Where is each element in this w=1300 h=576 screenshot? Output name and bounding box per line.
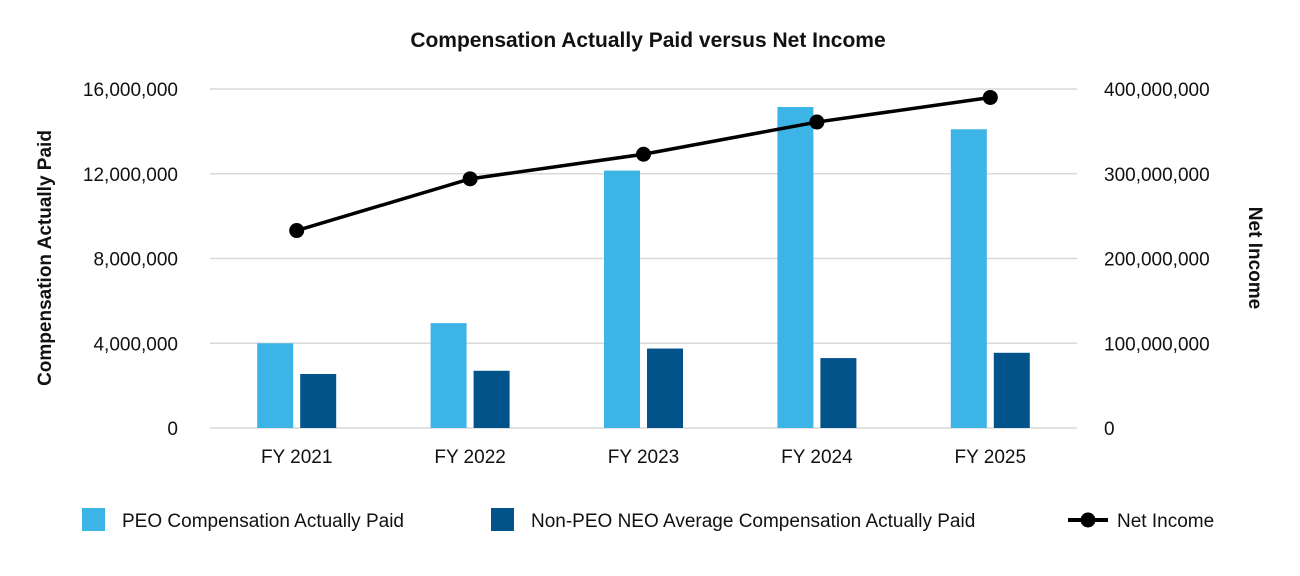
net-income-point-fy-2025 xyxy=(982,89,998,105)
right-tick-label: 400,000,000 xyxy=(1104,80,1210,101)
non-peo-bar-fy-2022 xyxy=(473,370,510,428)
net-income-line-series xyxy=(289,89,998,239)
right-axis-ticks: 0 100,000,000 200,000,000 300,000,000 400,00… xyxy=(1104,80,1210,440)
non-peo-bar-fy-2024 xyxy=(820,358,857,428)
left-axis-ticks: 0 4,000,000 8,000,000 12,000,000 16,000,000 xyxy=(83,80,178,440)
peo-bar-fy-2024 xyxy=(777,107,814,429)
left-tick-label: 0 xyxy=(167,419,178,440)
category-labels: FY 2021 FY 2022 FY 2023 FY 2024 FY 2025 xyxy=(261,447,1026,468)
non-peo-bar-fy-2021 xyxy=(300,373,337,428)
non-peo-bar-fy-2023 xyxy=(647,348,683,428)
chart-title: Compensation Actually Paid versus Net In… xyxy=(410,29,885,52)
left-tick-label: 12,000,000 xyxy=(83,165,178,186)
peo-bar-fy-2023 xyxy=(604,170,640,428)
legend-label-non-peo: Non-PEO NEO Average Compensation Actuall… xyxy=(531,511,975,532)
net-income-point-fy-2021 xyxy=(289,223,305,239)
left-axis-label: Compensation Actually Paid xyxy=(35,130,56,386)
category-label: FY 2022 xyxy=(434,447,505,468)
legend: PEO Compensation Actually Paid Non-PEO N… xyxy=(82,508,1214,532)
legend-swatch-non-peo xyxy=(491,508,514,531)
peo-bar-fy-2022 xyxy=(430,323,467,428)
peo-bar-fy-2025 xyxy=(950,129,987,428)
net-income-line xyxy=(296,95,991,233)
legend-swatch-peo xyxy=(82,508,105,531)
gridlines xyxy=(210,88,1077,429)
peo-bar-fy-2021 xyxy=(257,343,294,428)
left-tick-label: 4,000,000 xyxy=(93,334,178,355)
net-income-point-fy-2024 xyxy=(809,114,825,130)
net-income-point-fy-2022 xyxy=(462,171,478,187)
legend-label-net-income: Net Income xyxy=(1117,511,1214,532)
category-label: FY 2023 xyxy=(608,447,679,468)
left-tick-label: 8,000,000 xyxy=(93,250,178,271)
category-label: FY 2024 xyxy=(781,447,853,468)
right-tick-label: 0 xyxy=(1104,419,1115,440)
legend-marker-net-income xyxy=(1080,512,1096,528)
right-axis-label: Net Income xyxy=(1244,207,1265,309)
category-label: FY 2021 xyxy=(261,447,332,468)
right-tick-label: 300,000,000 xyxy=(1104,165,1210,186)
left-tick-label: 16,000,000 xyxy=(83,80,178,101)
net-income-point-fy-2023 xyxy=(636,146,651,162)
legend-label-peo: PEO Compensation Actually Paid xyxy=(122,511,404,532)
right-tick-label: 200,000,000 xyxy=(1104,250,1210,271)
right-tick-label: 100,000,000 xyxy=(1104,334,1210,355)
category-label: FY 2025 xyxy=(955,447,1026,468)
non-peo-bar-fy-2025 xyxy=(993,352,1030,428)
bars xyxy=(257,107,1030,429)
